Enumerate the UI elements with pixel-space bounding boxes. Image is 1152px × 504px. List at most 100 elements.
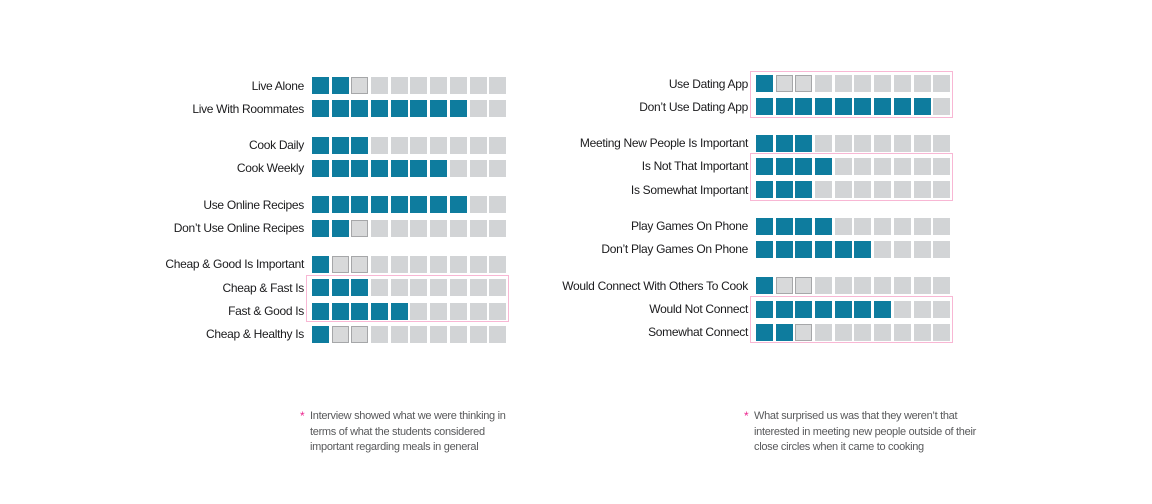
filled-square [449, 196, 467, 214]
filled-square [351, 159, 369, 177]
empty-square [834, 75, 852, 92]
outlined-square [351, 77, 369, 94]
empty-square [430, 302, 448, 320]
chart-row: Would Connect With Others To Cook [518, 277, 951, 295]
empty-square [913, 323, 931, 341]
empty-square [874, 217, 892, 235]
unit-squares [312, 279, 507, 297]
empty-square [893, 217, 911, 235]
empty-square [489, 159, 507, 177]
empty-square [933, 277, 951, 295]
filled-square [312, 100, 329, 118]
empty-square [371, 136, 389, 154]
empty-square [469, 279, 487, 297]
empty-square [854, 157, 872, 175]
row-label: Cook Daily [248, 138, 304, 153]
chart-row: Live Alone [74, 77, 507, 94]
outlined-square [795, 323, 813, 341]
filled-square [312, 196, 329, 214]
empty-square [913, 157, 931, 175]
empty-square [874, 323, 892, 341]
empty-square [410, 279, 428, 297]
outlined-square [331, 325, 349, 343]
empty-square [469, 255, 487, 273]
filled-square [756, 277, 773, 295]
empty-square [469, 219, 487, 237]
row-label: Is Not That Important [641, 159, 749, 174]
empty-square [489, 219, 507, 237]
unit-squares [756, 181, 951, 199]
chart-row: Don’t Use Dating App [518, 98, 951, 116]
empty-square [913, 134, 931, 152]
filled-square [775, 323, 793, 341]
row-label: Fast & Good Is [228, 304, 304, 319]
filled-square [795, 300, 813, 318]
chart-row: Fast & Good Is [74, 302, 507, 320]
filled-square [390, 196, 408, 214]
empty-square [893, 75, 911, 92]
row-label: Use Dating App [668, 76, 748, 91]
filled-square [874, 300, 892, 318]
empty-square [390, 77, 408, 94]
empty-square [854, 134, 872, 152]
empty-square [834, 277, 852, 295]
empty-square [469, 302, 487, 320]
row-label: Cook Weekly [236, 161, 304, 176]
empty-square [489, 255, 507, 273]
empty-square [390, 279, 408, 297]
chart-row: Play Games On Phone [518, 217, 951, 235]
row-label: Would Not Connect [649, 302, 748, 317]
row-label: Live With Roommates [192, 101, 304, 116]
empty-square [893, 323, 911, 341]
chart-row: Don’t Use Online Recipes [74, 219, 507, 237]
row-label: Would Connect With Others To Cook [562, 278, 748, 293]
filled-square [815, 217, 833, 235]
empty-square [933, 75, 951, 92]
unit-squares [756, 300, 951, 318]
empty-square [874, 157, 892, 175]
empty-square [449, 255, 467, 273]
filled-square [815, 240, 833, 258]
empty-square [469, 159, 487, 177]
empty-square [489, 136, 507, 154]
unit-squares [312, 136, 507, 154]
empty-square [489, 302, 507, 320]
chart-row: Live With Roommates [74, 100, 507, 118]
unit-squares [312, 302, 507, 320]
empty-square [913, 300, 931, 318]
outlined-square [351, 325, 369, 343]
empty-square [449, 159, 467, 177]
empty-square [449, 279, 467, 297]
empty-square [430, 219, 448, 237]
filled-square [351, 196, 369, 214]
empty-square [410, 325, 428, 343]
filled-square [756, 98, 773, 116]
unit-squares [756, 157, 951, 175]
filled-square [371, 159, 389, 177]
filled-square [371, 196, 389, 214]
filled-square [834, 240, 852, 258]
row-label: Don’t Play Games On Phone [601, 242, 748, 257]
empty-square [410, 219, 428, 237]
empty-square [893, 300, 911, 318]
filled-square [312, 159, 329, 177]
empty-square [834, 157, 852, 175]
empty-square [469, 77, 487, 94]
filled-square [312, 219, 329, 237]
row-label: Cheap & Good Is Important [165, 257, 304, 272]
empty-square [933, 157, 951, 175]
filled-square [775, 181, 793, 199]
filled-square [775, 157, 793, 175]
filled-square [312, 302, 329, 320]
panel-left: Live Alone Live With Roommates Cook Daily C… [74, 77, 509, 344]
empty-square [834, 134, 852, 152]
filled-square [410, 196, 428, 214]
unit-squares [756, 277, 951, 295]
filled-square [756, 300, 773, 318]
chart-row: Meeting New People Is Important [518, 134, 951, 152]
filled-square [756, 323, 773, 341]
empty-square [489, 279, 507, 297]
row-label: Don’t Use Dating App [639, 99, 748, 114]
empty-square [933, 98, 951, 116]
chart-row: Cheap & Good Is Important [74, 255, 507, 273]
